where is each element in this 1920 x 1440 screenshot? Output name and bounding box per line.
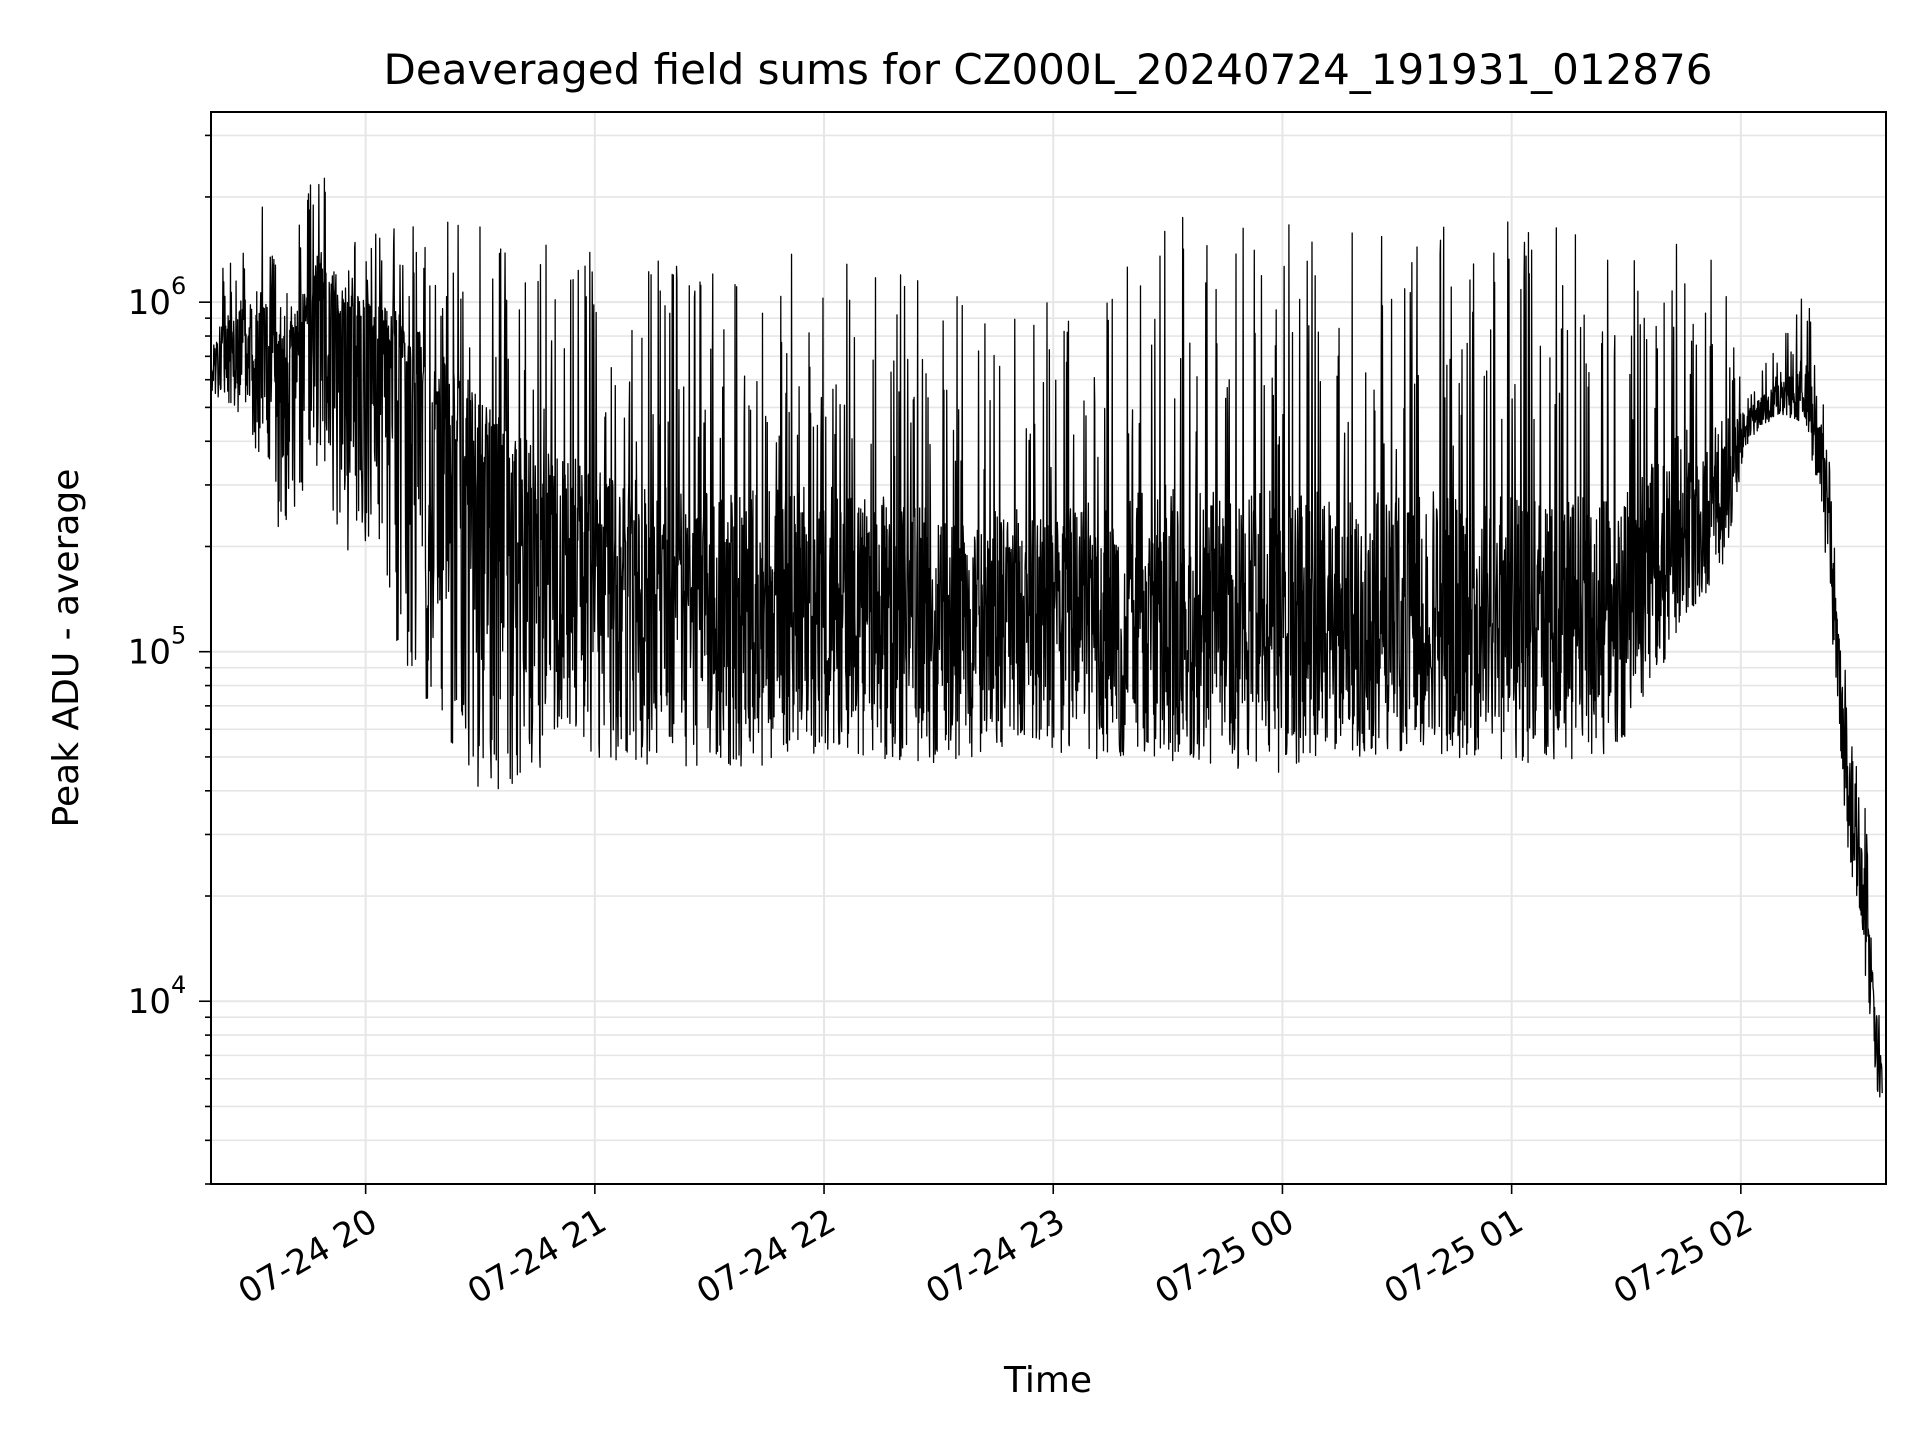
series-line <box>210 177 1883 1098</box>
x-axis-label: Time <box>1003 1360 1092 1401</box>
y-tick-exponent: 6 <box>171 272 186 300</box>
y-axis-label: Peak ADU - average <box>46 469 87 828</box>
y-tick-exponent: 4 <box>171 971 186 999</box>
y-tick-label: 10 <box>128 283 171 323</box>
plot-frame <box>210 111 1887 1185</box>
chart-title: Deaveraged field sums for CZ000L_2024072… <box>384 45 1713 94</box>
y-tick-exponent: 5 <box>171 622 186 650</box>
y-tick-label: 10 <box>128 982 171 1022</box>
y-tick-label: 10 <box>128 633 171 673</box>
